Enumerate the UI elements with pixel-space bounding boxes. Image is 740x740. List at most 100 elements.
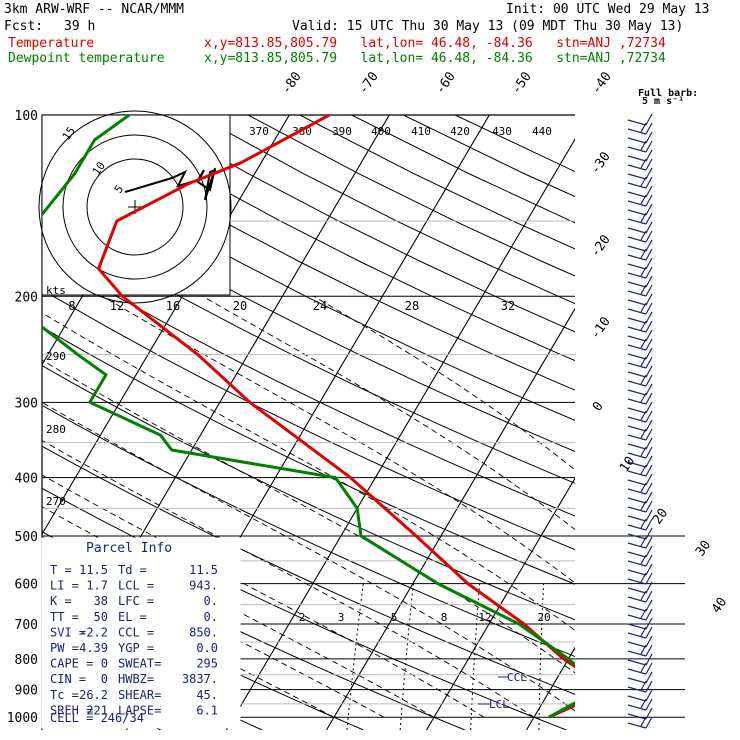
pressure-tick-label: 600 [15,578,38,593]
dry-adiabat-line [42,365,575,621]
hodograph-speed-label: 32 [501,299,515,313]
parcel-info-cell: Tc = [50,688,79,702]
mixing-ratio-line [346,583,364,730]
wind-barb-icon [627,380,647,387]
wind-barb-icon [645,599,653,612]
parcel-info-cell: 850. [189,625,218,639]
wind-barb-icon [627,335,647,342]
temperature-line [97,115,575,719]
wind-barb-icon [627,218,647,225]
wind-barb-icon [627,623,647,630]
parcel-info-cell: 0 [101,672,108,686]
hodograph-speed-label: 12 [110,299,124,313]
dry-adiabat-line [42,445,575,695]
wind-barb-icon [627,164,647,171]
wind-barb-icon [627,128,647,135]
wind-barb-icon [640,176,647,187]
hodograph-ring [38,110,232,304]
parcel-info-cell: CAPE = [50,657,93,671]
dry-adiabat-line [42,252,575,517]
wind-barb-icon [645,329,653,342]
wind-barb-icon [645,239,653,252]
wind-barb-icon [627,353,647,360]
wind-barb-icon [640,608,647,619]
wind-barb-icon [627,326,647,333]
wind-barb-icon [627,497,647,504]
wind-barb-icon [645,401,653,414]
wind-barb-icon [645,689,653,702]
wind-barb-icon [645,464,653,477]
wind-barb-icon [645,365,653,378]
wind-barb-icon [627,551,647,558]
parcel-info-cell: LCL = [118,579,154,593]
wind-barb-icon [627,578,647,585]
temperature-tick-label: -80 [279,69,305,97]
wind-barb-icon [645,167,653,180]
dewpoint-line [42,115,575,719]
wind-barb-icon [645,383,653,396]
hodograph-unit-label: kts [46,284,66,297]
isotherm-line [225,138,575,730]
wind-barb-icon [645,446,653,459]
parcel-info-cell: LAPSE= [118,703,161,717]
wind-barb-icon [627,272,647,279]
theta-e-label: 400 [371,125,391,138]
dry-adiabat-line [247,115,575,277]
wind-barb-icon [640,716,647,727]
parcel-info-cell: SWEAT= [118,657,161,671]
wind-barb-icon [645,635,653,648]
pressure-tick-label: 900 [15,684,38,699]
model-title: 3km ARW-WRF -- NCAR/MMM [4,2,185,17]
wind-barb-icon [645,491,653,504]
wind-barb-icon [627,173,647,180]
dry-adiabat-line [42,147,575,421]
mixing-ratio-label: 20 [537,611,550,624]
parcel-info-cell: 1.7 [86,579,108,593]
wind-barb-icon [627,461,647,468]
wind-barb-icon [627,236,647,243]
wind-barb-icon [627,227,647,234]
hodograph-ring [86,158,184,256]
wind-barb-icon [627,155,647,162]
theta-e-label: 440 [532,125,552,138]
wind-barb-icon [627,299,647,306]
temperature-tick-label: -60 [433,69,459,97]
wind-barb-icon [645,572,653,585]
temperature-tick-label: -30 [588,149,614,177]
valid-time: Valid: 15 UTC Thu 30 May 13 (09 MDT Thu … [292,19,684,34]
wind-barb-icon [627,317,647,324]
mixing-ratio-label: 5 [391,611,398,624]
hodograph-trace [124,167,217,201]
parcel-info-cell: CCL = [118,625,154,639]
wind-barb-icon [627,209,647,216]
wind-barb-icon [627,533,647,540]
temperature-tick-label: 30 [693,538,714,559]
mixing-ratio-label: 3 [338,611,345,624]
wind-barb-icon [627,245,647,252]
wind-barb-icon [645,149,653,162]
parcel-info-cell: SREH = [50,703,93,717]
dry-adiabat-line [42,326,575,585]
wind-barb-icon [645,275,653,288]
wind-barb-icon [640,230,647,241]
parcel-info-cell: -2.2 [79,625,108,639]
wind-barb-icon [640,464,647,475]
wind-barb-icon [627,686,647,693]
parcel-info-cell: 295 [196,657,218,671]
wind-barb-icon [645,680,653,693]
init-time: Init: 00 UTC Wed 29 May 13 [506,2,710,17]
theta-e-label: 420 [450,125,470,138]
theta-e-label: 410 [411,125,431,138]
wind-barb-icon [645,554,653,567]
mixing-ratio-line [470,583,481,730]
wind-barb-icon [645,410,653,423]
wind-barb-icon [645,698,653,711]
mixing-ratio-line [677,584,682,730]
wind-barb-icon [645,284,653,297]
temperature-tick-label: -40 [589,69,615,97]
wind-barb-icon [645,230,653,243]
hodograph-speed-label: 16 [166,299,180,313]
wind-barb-icon [627,263,647,270]
dry-adiabat-line [42,404,575,658]
parcel-info-panel: Parcel Info T = 11.5 Td = 11.5LI = 1.7 LCL = 9… [41,537,241,729]
